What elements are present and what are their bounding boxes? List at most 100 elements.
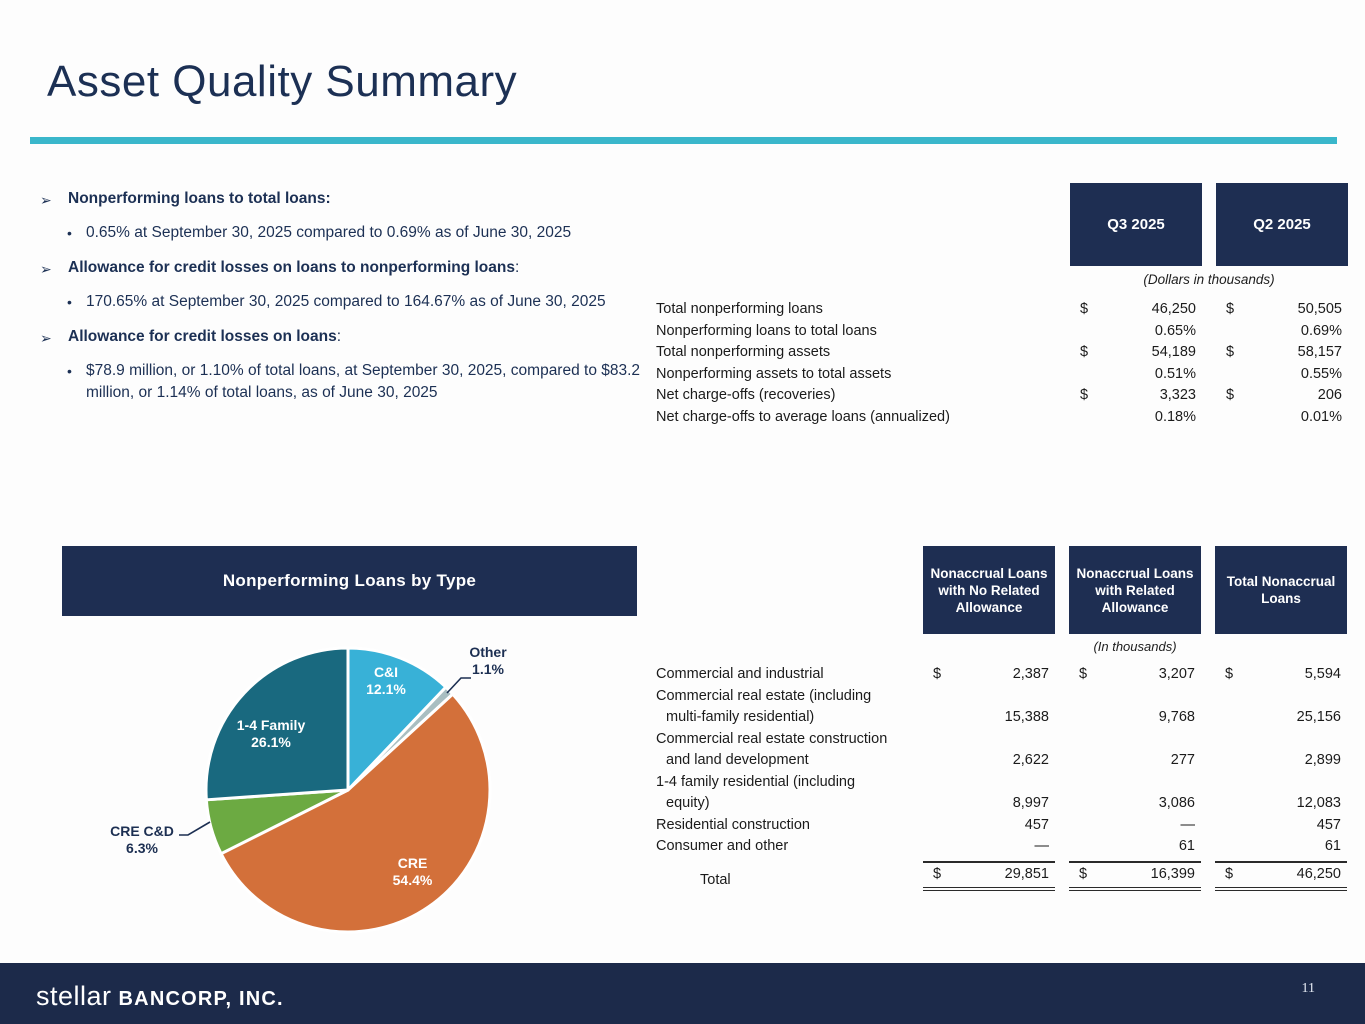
other-leader-line xyxy=(446,677,471,694)
bullet-heading: Allowance for credit losses on loans xyxy=(68,328,337,345)
amount-value: 457 xyxy=(1316,816,1341,833)
dollar-sign: $ xyxy=(1226,301,1235,317)
amount-value: 8,997 xyxy=(1012,795,1049,811)
amount-value: — xyxy=(1034,838,1050,854)
table-row: Commercial real estate construction and l… xyxy=(656,729,1348,772)
row-label-line: Commercial and industrial xyxy=(656,666,824,682)
arrow-bullet-icon: ➢ xyxy=(40,261,52,277)
amount-cell: — xyxy=(923,836,1055,858)
dot-bullet-icon: • xyxy=(67,294,72,310)
pie-label-text: C&I xyxy=(373,664,399,680)
row-label: Residential construction xyxy=(656,815,909,837)
row-label-line: Consumer and other xyxy=(656,838,789,854)
amount-value: 0.69% xyxy=(1300,322,1342,339)
amount-cell: $58,157 xyxy=(1216,342,1348,364)
amount-cell: $3,323 xyxy=(1070,385,1202,407)
cre-cd-leader-line xyxy=(179,821,211,836)
amount-value: 2,387 xyxy=(1012,666,1049,682)
table-row: Net charge-offs (recoveries) $3,323 $206 xyxy=(656,385,1348,407)
amount-value: 0.65% xyxy=(1154,322,1196,339)
pie-label-pct: 1.1% xyxy=(472,661,504,677)
dollar-sign: $ xyxy=(1226,387,1235,403)
amount-cell: $2,387 xyxy=(923,664,1055,686)
pie-label-text: Other xyxy=(469,644,507,660)
table-row: Commercial real estate (including multi-f… xyxy=(656,686,1348,729)
dollar-sign xyxy=(1079,793,1095,815)
row-label-line: 1-4 family residential (including xyxy=(656,773,856,790)
amount-value: 0.55% xyxy=(1300,365,1342,382)
amount-value: 25,156 xyxy=(1296,709,1341,725)
dollar-sign: $ xyxy=(1226,344,1235,360)
amount-cell: 15,388 xyxy=(923,707,1055,729)
dollar-sign xyxy=(1079,707,1095,729)
summary-bullet-list: ➢ Nonperforming loans to total loans: • … xyxy=(40,188,648,417)
amount-value: 46,250 xyxy=(1151,301,1196,317)
row-label: Commercial and industrial xyxy=(656,664,909,686)
pie-label-1-4-family: 1-4 Family 26.1% xyxy=(211,717,331,751)
dot-bullet-icon: • xyxy=(67,363,72,379)
row-label: Total nonperforming loans xyxy=(656,301,823,317)
pie-chart-title: Nonperforming Loans by Type xyxy=(62,546,637,616)
dollar-sign: $ xyxy=(1225,865,1234,882)
amount-cell: $206 xyxy=(1216,385,1348,407)
amount-cell: 0.69% xyxy=(1216,321,1348,343)
pie-slice-cre xyxy=(219,692,492,934)
amount-value: 0.18% xyxy=(1154,408,1196,425)
pie-chart: C&I 12.1% Other 1.1% CRE 54.4% CRE C&D 6… xyxy=(60,620,640,965)
nonaccrual-loans-table: Nonaccrual Loans with No Related Allowan… xyxy=(656,546,1348,894)
pie-slice-c-i xyxy=(346,646,448,792)
column-header-q3-2025: Q3 2025 xyxy=(1070,183,1202,266)
pie-label-cre-cd: CRE C&D 6.3% xyxy=(100,823,184,857)
amount-cell: 0.01% xyxy=(1216,407,1348,429)
stellar-bancorp-logo: stellar BANCORP, INC. xyxy=(36,963,284,1024)
row-label: Total xyxy=(700,871,731,888)
dollar-sign xyxy=(1226,321,1242,343)
title-divider-rule xyxy=(30,137,1337,144)
table-row: Nonperforming loans to total loans 0.65% 0… xyxy=(656,321,1348,343)
row-label-line: Commercial real estate (including xyxy=(656,687,872,704)
dollar-sign xyxy=(1080,407,1096,429)
bullet-heading-row: ➢ Allowance for credit losses on loans: xyxy=(40,326,648,349)
arrow-bullet-icon: ➢ xyxy=(40,330,52,346)
bullet-detail: $78.9 million, or 1.10% of total loans, … xyxy=(86,362,641,401)
row-label: Total nonperforming assets xyxy=(656,344,831,360)
amount-cell: 12,083 xyxy=(1215,793,1347,815)
pie-label-pct: 12.1% xyxy=(366,681,406,697)
total-amount-cell: $29,851 xyxy=(923,860,1055,891)
quarterly-metrics-table: Q3 2025 Q2 2025 (Dollars in thousands) T… xyxy=(656,183,1348,433)
dollar-sign xyxy=(933,793,949,815)
footer-bar: stellar BANCORP, INC. xyxy=(0,963,1365,1024)
bullet-item: ➢ Nonperforming loans to total loans: • … xyxy=(40,188,648,244)
amount-cell: 2,622 xyxy=(923,750,1055,772)
column-header-no-related-allowance: Nonaccrual Loans with No Related Allowan… xyxy=(923,546,1055,634)
amount-value: 54,189 xyxy=(1151,344,1196,360)
units-note: (Dollars in thousands) xyxy=(1143,272,1275,287)
amount-value: 206 xyxy=(1317,387,1342,403)
bullet-detail-row: • 0.65% at September 30, 2025 compared t… xyxy=(67,222,648,244)
amount-value: 61 xyxy=(1178,838,1195,854)
pie-label-pct: 6.3% xyxy=(126,840,158,856)
row-label-line: and land development xyxy=(666,752,809,768)
amount-value: 0.51% xyxy=(1154,365,1196,382)
row-label: Net charge-offs to average loans (annual… xyxy=(656,408,950,425)
logo-bancorp-text: BANCORP, INC. xyxy=(118,988,284,1010)
row-label-line: Residential construction xyxy=(656,816,810,833)
dollar-sign xyxy=(1079,750,1095,772)
amount-cell: $50,505 xyxy=(1216,299,1348,321)
amount-cell: 457 xyxy=(1215,815,1347,837)
pie-label-text: CRE xyxy=(397,855,428,871)
column-header-total-nonaccrual: Total Nonaccrual Loans xyxy=(1215,546,1347,634)
amount-value: 277 xyxy=(1170,752,1195,768)
bullet-heading-row: ➢ Allowance for credit losses on loans t… xyxy=(40,257,648,280)
amount-cell: 61 xyxy=(1069,836,1201,858)
bullet-heading-row: ➢ Nonperforming loans to total loans: xyxy=(40,188,648,211)
dollar-sign xyxy=(933,707,949,729)
total-amount-cell: $46,250 xyxy=(1215,860,1347,891)
quarterly-table-rows: Total nonperforming loans $46,250 $50,505 N… xyxy=(656,299,1348,428)
pie-slice-1-4-family xyxy=(204,646,350,802)
amount-cell: 457 xyxy=(923,815,1055,837)
logo-stellar-text: stellar xyxy=(36,981,112,1011)
amount-cell: 0.51% xyxy=(1070,364,1202,386)
table-row: 1-4 family residential (including equity)… xyxy=(656,772,1348,815)
amount-value: 16,399 xyxy=(1150,865,1195,882)
